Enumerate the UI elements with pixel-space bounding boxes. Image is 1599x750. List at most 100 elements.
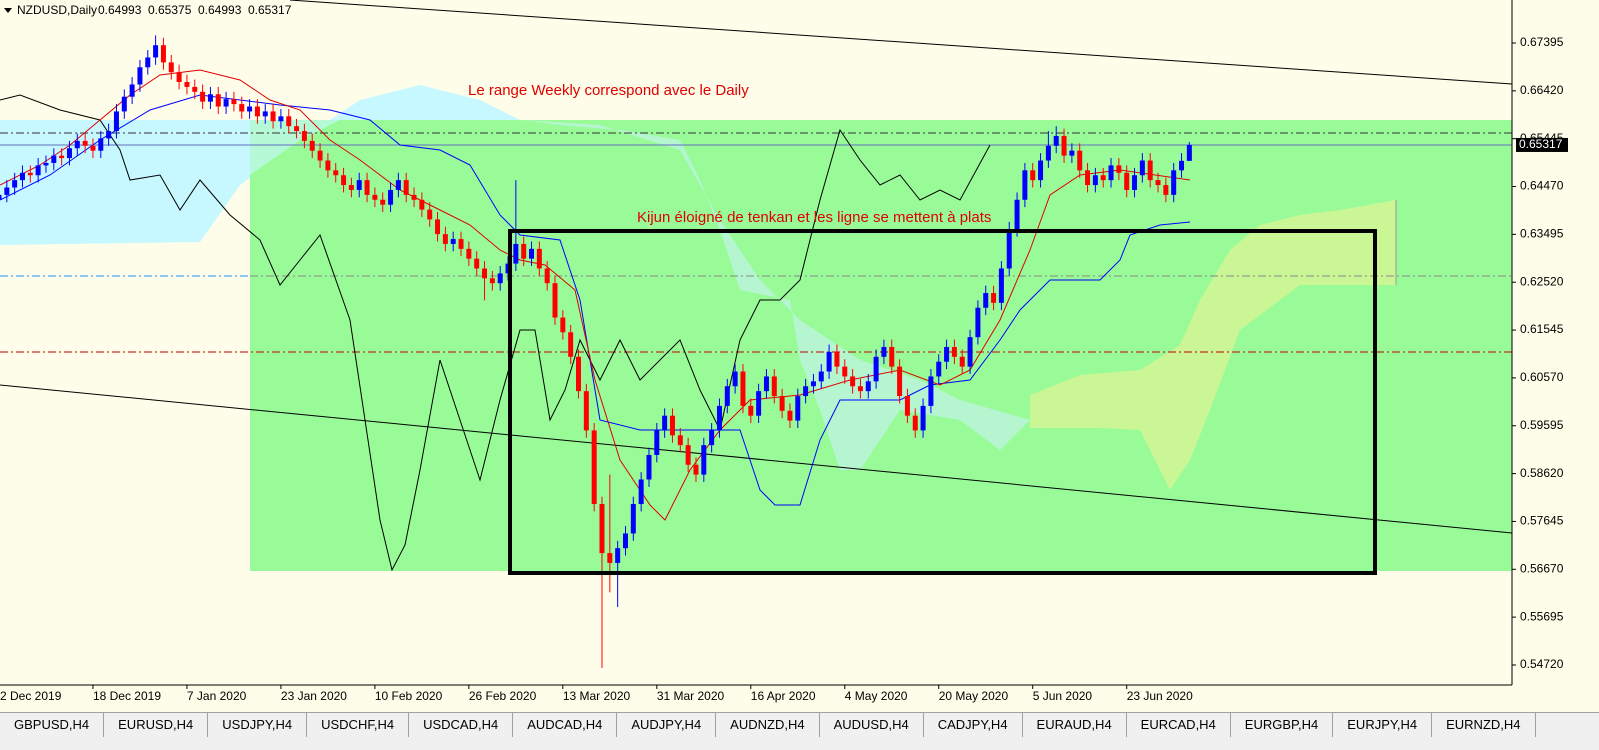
candle-body (583, 391, 589, 431)
annotation: Le range Weekly correspond avec le Daily (468, 82, 749, 99)
candle-body (192, 86, 198, 92)
candle-body (873, 356, 879, 382)
candle-body (1085, 170, 1091, 186)
candle-body (959, 356, 965, 367)
candle-body (1061, 135, 1067, 156)
symbol-tab[interactable]: AUDJPY,H4 (617, 713, 717, 737)
candle-body (419, 199, 425, 210)
y-tick-label: 0.60570 (1520, 370, 1564, 384)
candle-body (458, 239, 464, 249)
symbol-tab[interactable]: EURJPY,H4 (1333, 713, 1433, 737)
candle-body (294, 126, 300, 132)
candle-body (685, 445, 691, 465)
menu-arrow[interactable] (4, 8, 12, 13)
candle-body (254, 106, 260, 117)
candle-body (991, 293, 997, 303)
candle-body (388, 189, 394, 205)
candle-body (638, 479, 644, 505)
symbol-tab[interactable]: EURUSD,H4 (104, 713, 209, 737)
symbol-tab[interactable]: USDCAD,H4 (409, 713, 514, 737)
symbol-tab[interactable]: CADJPY,H4 (924, 713, 1023, 737)
candle-body (1147, 160, 1153, 181)
price-tag-label: 0.65317 (1519, 137, 1563, 151)
candle-body (482, 268, 488, 279)
candle-body (857, 386, 863, 392)
candle-body (1006, 229, 1012, 269)
candle-body (983, 293, 989, 308)
candle-body (427, 209, 433, 220)
candle-body (560, 317, 566, 333)
candle-body (912, 415, 918, 431)
candle-body (145, 57, 151, 68)
symbol-tab[interactable]: EURNZD,H4 (1432, 713, 1536, 737)
candle-body (1108, 165, 1114, 181)
candle-body (771, 376, 777, 397)
candle-body (889, 346, 895, 367)
candle-body (317, 150, 323, 161)
x-axis: 2 Dec 2019 18 Dec 2019 7 Jan 2020 23 Jan 20… (0, 685, 1193, 703)
range-zone (250, 120, 1512, 571)
candle-body (395, 180, 401, 190)
candle-body (740, 371, 746, 406)
candle-body (497, 273, 503, 284)
symbol-tab[interactable]: EURGBP,H4 (1231, 713, 1334, 737)
ichimoku-cloud (520, 120, 1030, 470)
candle-body (724, 386, 730, 406)
y-tick-label: 0.61545 (1520, 322, 1564, 336)
candle-body (998, 268, 1004, 303)
symbol-tab[interactable]: AUDUSD,H4 (820, 713, 924, 737)
symbol-tab[interactable]: USDCHF,H4 (307, 713, 410, 737)
candle-body (1116, 165, 1122, 173)
x-tick-label: 20 May 2020 (939, 689, 1009, 703)
candle-body (803, 386, 809, 397)
y-tick-label: 0.57645 (1520, 514, 1564, 528)
annotation-box (508, 229, 1377, 575)
x-tick-label: 23 Jan 2020 (281, 689, 347, 703)
candle-body (975, 307, 981, 338)
ohlc-close: 0.65317 (248, 3, 292, 17)
x-tick-label: 18 Dec 2019 (93, 689, 161, 703)
candle-body (82, 140, 88, 146)
symbol-tab[interactable]: EURCAD,H4 (1127, 713, 1231, 737)
candle-body (262, 111, 268, 117)
x-tick-label: 2 Dec 2019 (0, 689, 62, 703)
candle-body (0, 194, 2, 200)
symbol-tab[interactable]: GBPUSD,H4 (0, 713, 105, 737)
candle-body (411, 194, 417, 200)
symbol-tab[interactable]: AUDCAD,H4 (513, 713, 618, 737)
candle-body (1014, 199, 1020, 230)
candle-body (1179, 160, 1185, 171)
candle-body (568, 332, 574, 357)
candle-body (732, 371, 738, 387)
candle-body (286, 116, 292, 127)
candle-body (881, 346, 887, 357)
symbol-tab[interactable]: USDJPY,H4 (208, 713, 308, 737)
candle-body (615, 548, 621, 563)
symbol-tab[interactable]: AUDNZD,H4 (716, 713, 820, 737)
annotation: Kijun éloigné de tenkan et les ligne se … (637, 209, 991, 226)
y-tick-label: 0.58620 (1520, 466, 1564, 480)
candle-body (1092, 175, 1098, 186)
candle-body (716, 405, 722, 431)
candle-body (748, 405, 754, 416)
candle-body (897, 366, 903, 397)
candle-body (160, 45, 166, 63)
y-tick-label: 0.59595 (1520, 418, 1564, 432)
chart: Le range Weekly correspond avec le Daily… (0, 0, 1599, 712)
candle-body (646, 454, 652, 480)
price-axis (1512, 0, 1599, 712)
candle-body (19, 172, 25, 181)
candle-body (129, 84, 135, 97)
candle-body (372, 194, 378, 200)
candle-body (850, 376, 856, 387)
symbol-tab[interactable]: EURAUD,H4 (1023, 713, 1127, 737)
candle-body (1053, 135, 1059, 146)
candle-body (403, 180, 409, 195)
candles (0, 35, 1192, 668)
x-tick-label: 4 May 2020 (845, 689, 908, 703)
trend-line (0, 384, 1513, 534)
candle-body (184, 81, 190, 87)
candle-body (474, 258, 480, 269)
candle-body (106, 131, 112, 139)
candle-body (325, 160, 331, 171)
